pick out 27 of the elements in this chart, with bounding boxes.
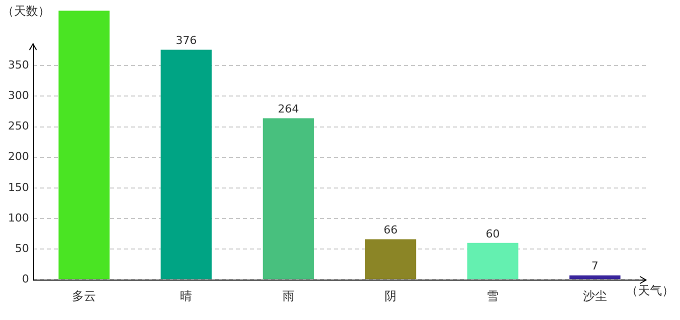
x-tick-label: 晴 xyxy=(180,288,192,303)
bar xyxy=(365,239,416,280)
x-tick-label: 雪 xyxy=(486,288,499,303)
y-axis-title: （天数） xyxy=(2,4,50,18)
x-axis-title: （天气） xyxy=(626,284,674,298)
y-tick-label: 300 xyxy=(8,89,29,102)
y-tick-label: 100 xyxy=(8,211,29,224)
bar xyxy=(467,242,518,280)
y-tick-label: 0 xyxy=(22,272,29,286)
bar xyxy=(262,118,314,280)
bar xyxy=(569,275,620,280)
y-tick-label: 150 xyxy=(8,180,29,194)
bar xyxy=(58,10,110,280)
x-tick-label: 多云 xyxy=(72,288,96,303)
data-label: 264 xyxy=(278,102,299,116)
x-tick-label: 雨 xyxy=(282,288,294,303)
y-tick-label: 350 xyxy=(8,58,29,72)
data-label: 7 xyxy=(591,260,598,273)
y-tick-label: 50 xyxy=(14,242,29,255)
data-label: 66 xyxy=(384,224,398,237)
x-tick-label: 沙尘 xyxy=(582,288,607,303)
data-label: 376 xyxy=(176,34,197,48)
data-label: 60 xyxy=(486,227,500,240)
x-tick-label: 阴 xyxy=(384,288,397,303)
bar xyxy=(160,50,212,280)
y-tick-label: 250 xyxy=(8,120,29,133)
y-tick-label: 200 xyxy=(8,150,29,164)
